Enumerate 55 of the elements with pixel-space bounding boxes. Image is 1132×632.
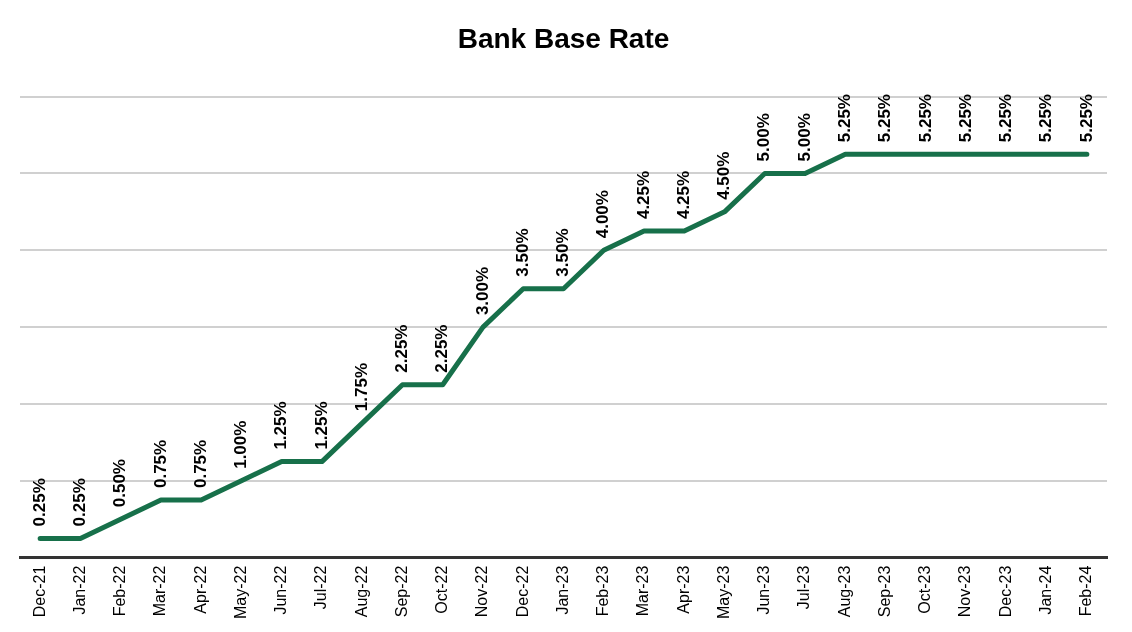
data-label: 5.25% [915,94,935,143]
data-label: 1.25% [271,401,291,450]
x-tick-label: Sep-23 [875,565,893,618]
data-label: 5.25% [1076,94,1096,143]
x-tick-label: Feb-22 [111,565,129,617]
data-label: 4.25% [673,170,693,220]
data-label: 5.00% [794,113,814,162]
data-label: 4.25% [633,170,653,220]
chart-title: Bank Base Rate [457,22,670,54]
x-tick-label: Jun-23 [755,565,773,615]
x-tick-label: Feb-23 [594,565,612,617]
x-tick-label: Jan-24 [1037,565,1055,615]
data-label: 5.25% [955,94,975,143]
x-tick-label: Dec-22 [513,565,531,618]
x-tick-label: Jan-22 [70,565,88,615]
x-tick-label: Nov-22 [473,565,491,618]
data-label: 3.50% [512,228,532,277]
data-label: 1.00% [231,420,251,469]
x-tick-label: Jan-23 [553,565,571,615]
x-tick-label: Apr-23 [674,565,692,614]
x-tick-label: Nov-23 [956,565,974,618]
data-label: 5.25% [996,94,1016,143]
x-tick-label: Sep-22 [392,565,410,618]
data-label: 1.25% [311,401,331,450]
data-label: 4.00% [593,190,613,239]
data-label: 1.75% [351,362,371,412]
x-tick-label: Mar-22 [151,565,169,617]
x-tick-label: Dec-23 [996,565,1014,618]
x-tick-label: May-22 [231,565,249,620]
data-label: 2.25% [432,324,452,373]
x-tick-label: Jun-22 [272,565,290,615]
data-label: 3.50% [553,228,573,277]
data-label: 5.25% [1036,94,1056,143]
data-label: 4.50% [714,151,734,200]
data-label: 0.75% [150,439,170,489]
x-tick-label: Jul-23 [795,565,813,610]
data-label: 2.25% [392,324,412,373]
x-tick-label: Apr-22 [191,565,209,614]
x-tick-label: Feb-24 [1077,565,1095,617]
data-label: 0.75% [190,439,210,489]
data-label: 5.25% [875,94,895,143]
data-label: 0.25% [70,478,90,527]
x-tick-label: Aug-23 [835,565,853,618]
x-tick-label: Oct-23 [916,565,934,614]
data-label: 0.25% [29,478,49,527]
x-tick-label: Jul-22 [312,565,330,610]
x-tick-label: Mar-23 [634,565,652,617]
x-tick-label: Dec-21 [30,565,48,618]
data-label: 5.25% [835,94,854,143]
x-tick-label: Oct-22 [433,565,451,614]
data-label: 3.00% [472,266,492,316]
x-tick-label: Aug-22 [352,565,370,618]
data-label: 0.50% [110,459,130,508]
x-tick-label: May-23 [714,565,732,620]
data-label: 5.00% [754,113,774,162]
